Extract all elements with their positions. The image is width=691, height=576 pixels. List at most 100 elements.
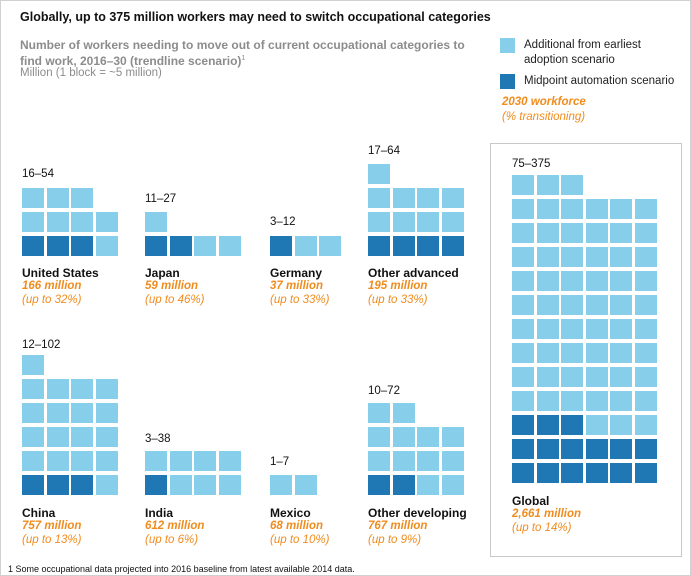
global-block (634, 295, 657, 315)
global-block (610, 319, 632, 339)
global-block (561, 223, 583, 243)
other-developing-block (392, 427, 415, 447)
global-block (561, 343, 583, 363)
germany-pct-label: (up to 33%) (270, 294, 330, 306)
global-block (585, 247, 608, 267)
india-block (169, 475, 192, 495)
workforce-sub: (% transitioning) (502, 111, 586, 123)
united-states-block (95, 212, 118, 232)
germany-block (319, 236, 341, 256)
other-developing-range-label: 10–72 (368, 385, 400, 397)
united-states-block (22, 236, 44, 256)
mexico-name-label: Mexico (270, 506, 311, 520)
global-block (536, 223, 559, 243)
other-developing-workforce-label: 767 million (368, 520, 428, 532)
footnote: 1 Some occupational data projected into … (8, 564, 355, 574)
china-block (22, 427, 44, 447)
united-states-block (22, 212, 44, 232)
global-block (512, 295, 534, 315)
china-block (22, 475, 44, 495)
china-block (71, 475, 93, 495)
global-block (585, 199, 608, 219)
global-block (610, 271, 632, 291)
other-advanced-block (417, 236, 439, 256)
other-advanced-block (368, 212, 390, 232)
global-block (561, 175, 583, 195)
global-block (536, 439, 559, 459)
global-block (634, 271, 657, 291)
japan-range-label: 11–27 (145, 193, 177, 205)
unit-note: Million (1 block = ~5 million) (20, 67, 162, 79)
global-block (512, 199, 534, 219)
global-block (512, 223, 534, 243)
china-block (95, 379, 118, 399)
global-block (585, 343, 608, 363)
global-block (585, 223, 608, 243)
other-developing-block (392, 475, 415, 495)
workforce-label: 2030 workforce (502, 96, 586, 108)
global-block (512, 343, 534, 363)
mexico-block (270, 475, 292, 495)
footnote-marker: 1 (241, 55, 246, 62)
united-states-range-label: 16–54 (22, 168, 54, 180)
global-block (536, 415, 559, 435)
japan-block (169, 236, 192, 256)
global-block (561, 415, 583, 435)
other-advanced-block (441, 212, 464, 232)
global-block (512, 463, 534, 483)
china-block (46, 403, 69, 423)
global-block (536, 175, 559, 195)
global-block (585, 415, 608, 435)
germany-name-label: Germany (270, 266, 323, 280)
china-block (22, 355, 44, 375)
china-name-label: China (22, 506, 56, 520)
japan-block (145, 236, 167, 256)
other-developing-block (368, 427, 390, 447)
global-block (585, 463, 608, 483)
global-block (610, 439, 632, 459)
global-block (610, 343, 632, 363)
global-block (561, 271, 583, 291)
global-block (561, 295, 583, 315)
other-developing-pct-label: (up to 9%) (368, 534, 422, 546)
india-name-label: India (145, 506, 174, 520)
global-block (610, 199, 632, 219)
global-pct-label: (up to 14%) (512, 522, 572, 534)
global-block (634, 223, 657, 243)
other-developing-block (368, 475, 390, 495)
india-workforce-label: 612 million (145, 520, 205, 532)
india-range-label: 3–38 (145, 433, 171, 445)
other-advanced-block (392, 188, 415, 208)
japan-block (218, 236, 241, 256)
global-block (634, 463, 657, 483)
global-workforce-label: 2,661 million (512, 508, 582, 520)
mexico-pct-label: (up to 10%) (270, 534, 330, 546)
other-advanced-pct-label: (up to 33%) (368, 294, 428, 306)
chart-title: Globally, up to 375 million workers may … (20, 10, 491, 24)
global-block (536, 367, 559, 387)
global-block (634, 319, 657, 339)
global-block (634, 367, 657, 387)
global-block (536, 271, 559, 291)
germany-block (294, 236, 317, 256)
other-advanced-range-label: 17–64 (368, 145, 400, 157)
global-block (610, 415, 632, 435)
global-block (536, 391, 559, 411)
india-block (218, 451, 241, 471)
global-block (634, 199, 657, 219)
china-block (71, 427, 93, 447)
global-block (634, 439, 657, 459)
china-block (95, 451, 118, 471)
global-block (536, 247, 559, 267)
chart-subtitle-text: Number of workers needing to move out of… (20, 38, 465, 68)
china-block (95, 403, 118, 423)
global-block (536, 295, 559, 315)
global-block (561, 247, 583, 267)
japan-block (145, 212, 167, 232)
other-developing-block (392, 403, 415, 423)
global-block (585, 295, 608, 315)
china-block (95, 475, 118, 495)
mexico-workforce-label: 68 million (270, 520, 324, 532)
global-block (512, 247, 534, 267)
legend-swatch-earliest (500, 38, 515, 53)
